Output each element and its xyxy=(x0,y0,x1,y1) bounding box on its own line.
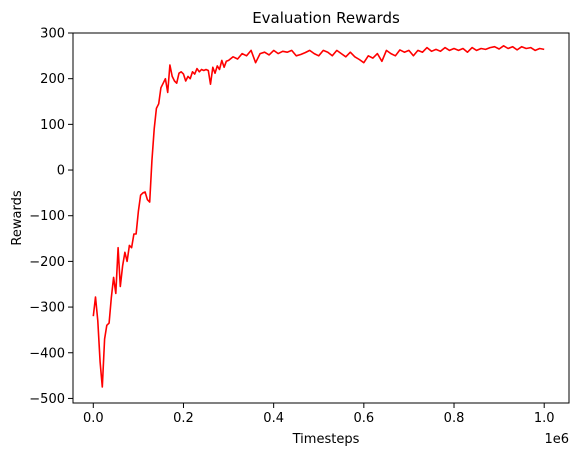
x-tick-label: 0.0 xyxy=(83,411,104,426)
y-tick-label: −200 xyxy=(29,255,65,270)
y-axis-label: Rewards xyxy=(10,190,25,245)
x-tick-label: 0.4 xyxy=(263,411,284,426)
x-axis-ticks: 0.0 0.2 0.4 0.6 0.8 1.0 xyxy=(83,403,555,426)
x-axis-offset-label: 1e6 xyxy=(544,432,569,447)
y-tick-label: 0 xyxy=(57,164,65,179)
y-tick-label: 300 xyxy=(40,27,65,42)
x-tick-label: 0.2 xyxy=(173,411,194,426)
y-tick-label: −300 xyxy=(29,301,65,316)
x-axis-label: Timesteps xyxy=(292,432,360,447)
x-tick-label: 0.6 xyxy=(353,411,374,426)
y-tick-label: 100 xyxy=(40,118,65,133)
x-tick-label: 0.8 xyxy=(444,411,465,426)
chart-title: Evaluation Rewards xyxy=(252,9,400,27)
y-axis-ticks: 300 200 100 0 −100 −200 −300 −400 −500 xyxy=(29,27,73,407)
y-tick-label: −400 xyxy=(29,346,65,361)
y-tick-label: −100 xyxy=(29,209,65,224)
axes-frame xyxy=(72,32,570,404)
y-tick-label: −500 xyxy=(29,392,65,407)
y-tick-label: 200 xyxy=(40,72,65,87)
plot-area xyxy=(92,44,545,388)
series-line-0 xyxy=(92,44,545,388)
x-tick-label: 1.0 xyxy=(534,411,555,426)
